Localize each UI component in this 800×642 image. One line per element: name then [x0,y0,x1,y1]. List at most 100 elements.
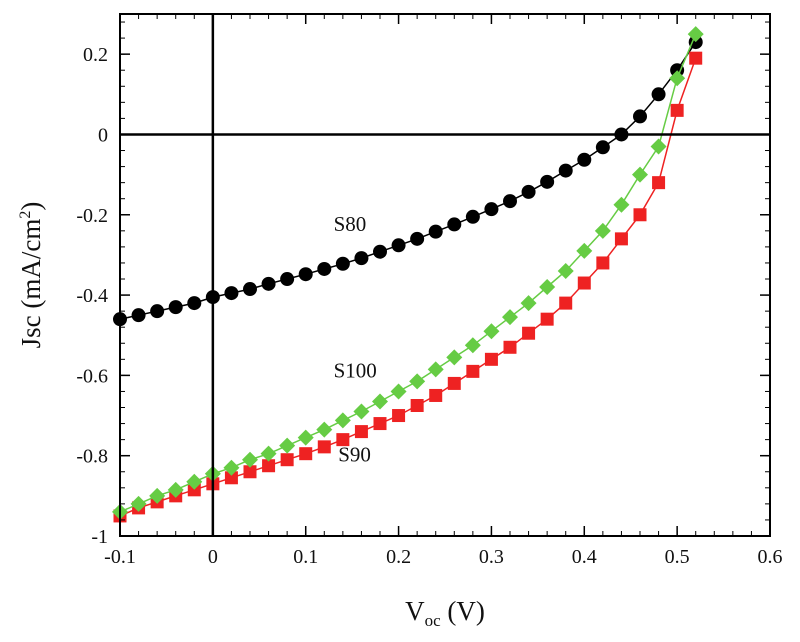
data-point-s80 [168,300,183,315]
annotations: S80 S100 S90 [334,212,377,467]
data-point-s90 [429,388,443,402]
data-point-s90 [336,433,350,447]
data-point-s80 [410,231,425,246]
data-point-s80 [503,194,517,209]
data-point-s80 [465,209,480,224]
data-point-s80 [595,140,610,155]
data-point-s100 [167,481,184,498]
data-point-s90 [484,352,498,366]
x-tick-label: 0.2 [386,546,411,568]
data-point-s90 [670,103,684,117]
data-point-s100 [502,309,518,326]
data-point-s90 [503,340,517,354]
data-point-s80 [484,202,499,217]
data-point-s100 [223,459,240,476]
data-point-s90 [540,312,554,326]
data-point-s100 [149,487,166,504]
series-s100 [112,26,704,520]
ticks: -0.1 0 0.1 0.2 0.3 0.4 0.5 0.6 -1 -0.8 -0.6 -0.4 -0.… [76,14,783,568]
data-point-s100 [334,412,351,429]
data-point-s90 [317,440,331,454]
data-point-s90 [224,471,238,485]
data-point-s80 [651,87,666,102]
series-annotation: S80 [334,212,367,236]
data-point-s80 [150,304,165,319]
data-point-s80 [354,251,369,266]
data-point-s100 [316,421,333,438]
data-point-s90 [447,376,461,390]
data-point-s100 [669,70,686,87]
data-point-s80 [131,308,146,323]
data-point-s90 [354,425,368,439]
y-tick-label: -0.2 [76,205,108,227]
data-point-s90 [559,296,573,310]
series-annotation: S100 [334,358,377,382]
x-tick-label: 0.4 [572,546,597,568]
data-point-s90 [522,326,536,340]
data-point-s90 [262,459,276,473]
x-tick-label: 0.6 [758,546,783,568]
data-point-s80 [633,109,647,124]
data-point-s80 [521,184,536,199]
data-point-s100 [539,279,556,296]
series-line-s90 [119,57,697,517]
x-tick-label: -0.1 [104,546,136,568]
data-point-s100 [464,337,481,354]
data-point-s90 [577,276,591,290]
data-point-s80 [558,163,573,178]
data-point-s90 [596,256,610,270]
y-tick-label: -0.4 [76,285,108,307]
data-point-s100 [409,373,426,390]
data-point-s90 [652,176,666,190]
x-tick-label: 0 [208,546,218,568]
series-s90 [113,51,703,523]
x-axis-title: Voc (V) [405,596,485,630]
data-point-s90 [410,399,424,412]
data-point-s100 [372,393,388,410]
data-point-s100 [390,383,407,400]
data-point-s90 [280,453,294,467]
series-layer [112,26,704,523]
series-s80 [113,35,703,327]
data-point-s90 [187,483,201,497]
data-point-s100 [427,361,444,378]
data-point-s90 [373,417,387,431]
data-point-s80 [224,286,239,301]
data-point-s100 [613,196,630,213]
series-line-s100 [119,33,697,513]
data-point-s80 [391,238,406,253]
y-tick-label: 0.2 [83,44,108,66]
data-point-s80 [243,282,257,297]
data-point-s90 [614,232,628,246]
data-point-s80 [688,35,703,50]
data-point-s90 [466,364,480,378]
y-tick-label: -0.6 [76,365,108,387]
data-point-s80 [577,152,592,167]
data-point-s100 [687,26,704,43]
data-point-s80 [298,267,313,282]
data-point-s80 [670,63,685,78]
data-point-s100 [650,138,667,155]
data-point-s100 [260,445,277,462]
data-point-s80 [373,244,387,259]
x-tick-label: 0.1 [293,546,318,568]
data-point-s80 [540,174,555,189]
x-tick-label: 0.3 [479,546,504,568]
data-point-s80 [428,224,443,239]
data-point-s90 [689,51,703,65]
data-point-s90 [633,208,647,222]
data-point-s80 [335,256,350,271]
y-axis-title: Jsc (mA/cm2) [16,202,46,349]
data-point-s80 [317,261,332,276]
data-point-s100 [594,222,611,239]
data-point-s100 [576,242,593,259]
data-point-s90 [243,465,257,479]
series-annotation: S90 [338,443,371,467]
data-point-s100 [279,437,296,454]
x-tick-label: 0.5 [665,546,690,568]
data-point-s100 [353,403,370,420]
data-point-s100 [242,451,258,468]
data-point-s100 [557,262,574,279]
data-point-s80 [261,276,276,291]
